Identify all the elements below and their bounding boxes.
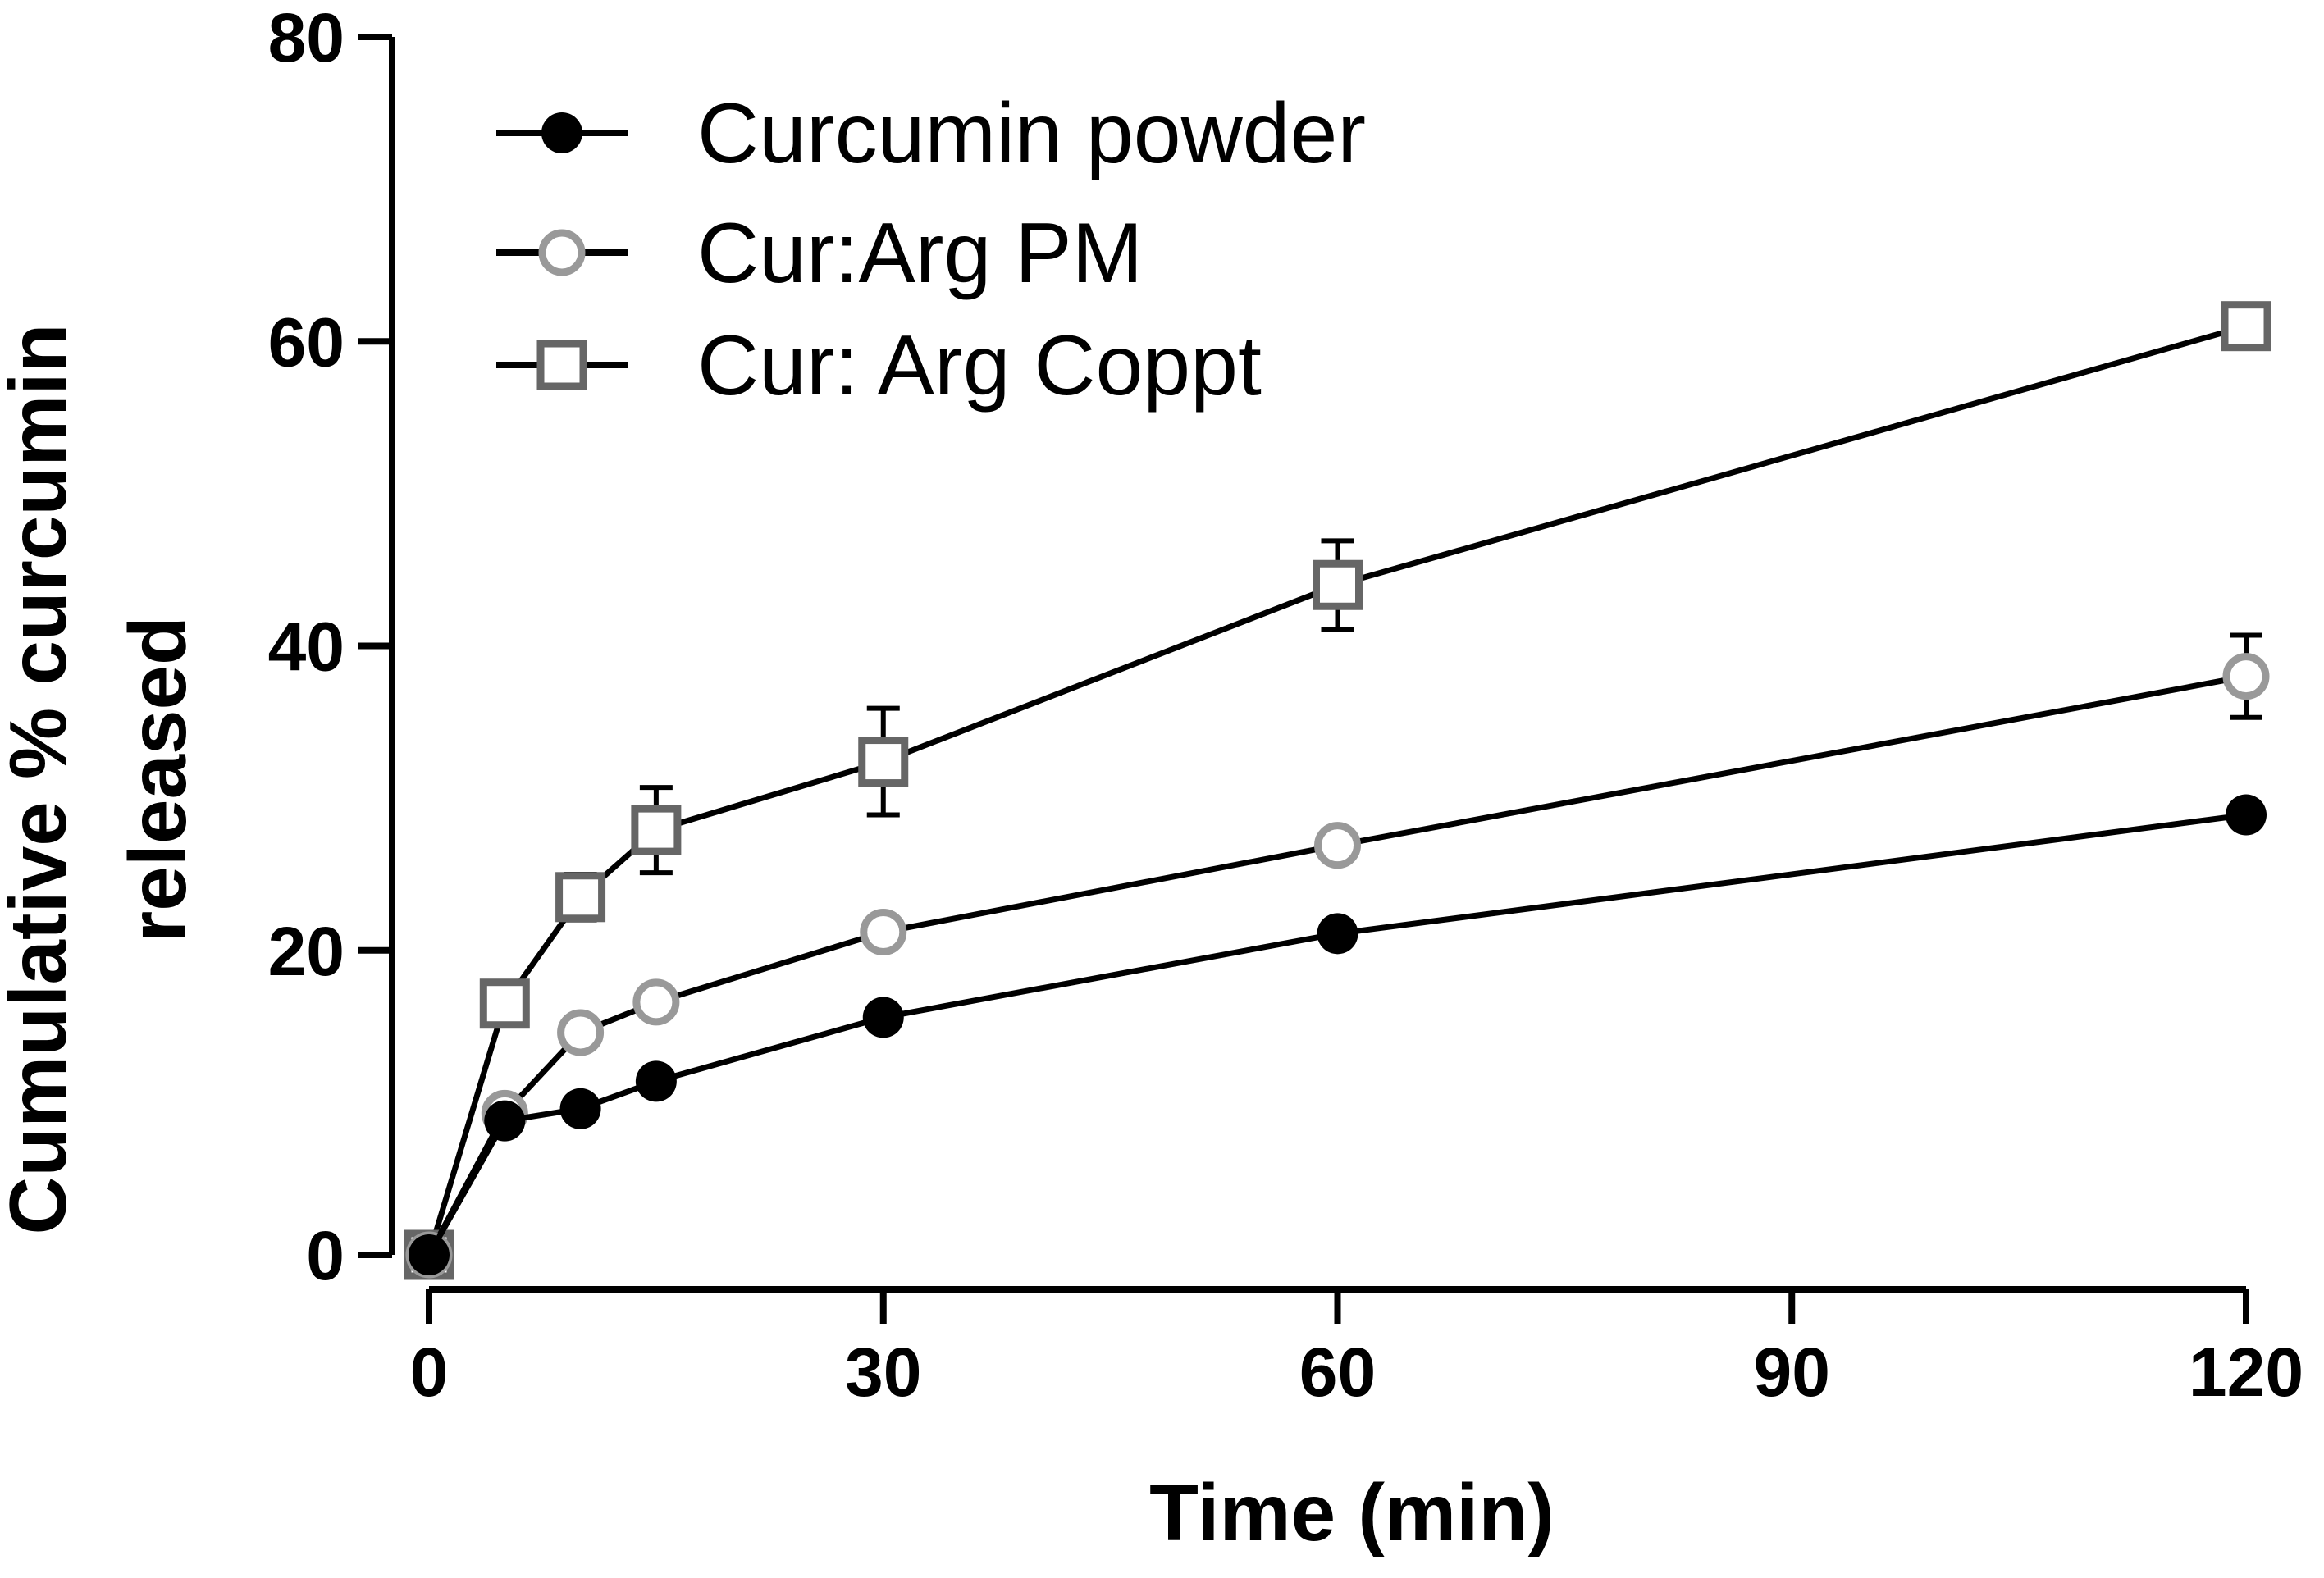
y-axis-title-line-1: Cumulative % curcumin: [0, 324, 83, 1235]
data-point: [2226, 794, 2267, 836]
series-3: [404, 301, 2271, 1280]
y-axis-ticks: 0 20 40 60 80: [268, 0, 392, 1294]
data-point: [631, 805, 682, 855]
series-line: [426, 673, 2247, 1256]
x-tick-label: 60: [1299, 1334, 1376, 1411]
data-point: [2221, 301, 2271, 352]
y-tick-label: 0: [306, 1217, 345, 1294]
x-tick-label: 90: [1754, 1334, 1830, 1411]
y-tick-label: 60: [268, 303, 345, 381]
data-point: [2222, 653, 2270, 700]
legend-label: Curcumin powder: [697, 86, 1366, 181]
data-point: [484, 1100, 526, 1142]
y-axis-title: Cumulative % curcumin released: [0, 324, 203, 1235]
legend-label: Cur: Arg Coppt: [697, 318, 1262, 413]
axes: [389, 37, 2246, 1293]
data-point: [409, 1234, 450, 1275]
series-line: [426, 323, 2247, 1256]
legend-entry: Cur: Arg Coppt: [496, 318, 1262, 413]
legend-marker: [541, 112, 582, 153]
data-point: [557, 1009, 605, 1056]
y-tick-label: 40: [268, 609, 345, 686]
legend-entry: Cur:Arg PM: [496, 206, 1143, 301]
data-point: [555, 872, 606, 923]
data-point: [559, 1088, 601, 1129]
data-point: [479, 978, 530, 1029]
data-point: [632, 978, 680, 1026]
data-point: [635, 1060, 677, 1102]
y-tick-label: 80: [268, 0, 345, 76]
legend-label: Cur:Arg PM: [697, 206, 1143, 301]
legend: Curcumin powder Cur:Arg PM Cur: Arg Coppt: [496, 86, 1366, 413]
x-tick-label: 0: [410, 1334, 449, 1411]
data-point: [1314, 822, 1361, 869]
x-tick-label: 30: [845, 1334, 921, 1411]
y-axis-title-line-2: released: [112, 616, 203, 942]
legend-marker: [538, 229, 586, 276]
data-point: [1317, 913, 1358, 955]
y-tick-label: 20: [268, 913, 345, 990]
data-point: [860, 908, 907, 955]
x-axis-ticks: 0 30 60 90 120: [410, 1289, 2303, 1411]
series-layer: [404, 301, 2271, 1280]
series-line: [426, 812, 2247, 1256]
data-point: [862, 997, 904, 1038]
legend-marker: [536, 340, 587, 390]
legend-entry: Curcumin powder: [496, 86, 1366, 181]
x-axis-title: Time (min): [1149, 1467, 1555, 1557]
series-2: [405, 632, 2270, 1279]
x-tick-label: 120: [2189, 1334, 2303, 1411]
data-point: [1313, 559, 1363, 610]
data-point: [858, 737, 909, 787]
series-1: [409, 794, 2267, 1275]
